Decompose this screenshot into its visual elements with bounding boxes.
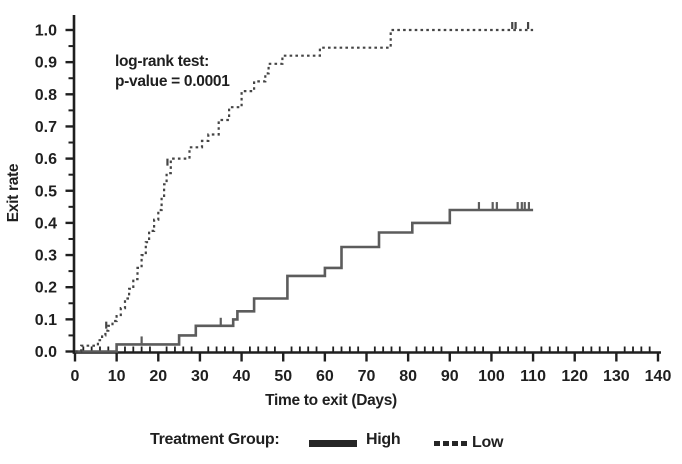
legend-solid-line-swatch [309, 440, 357, 447]
x-tick-label: 70 [358, 368, 376, 385]
x-tick-label: 60 [316, 368, 334, 385]
x-tick-label: 40 [233, 368, 251, 385]
log-rank-annotation: log-rank test: p-value = 0.0001 [115, 52, 230, 92]
x-tick-label: 120 [561, 368, 588, 385]
y-tick-label: 0.9 [35, 55, 57, 72]
low-curve [75, 28, 534, 353]
y-tick-label: 0.5 [35, 183, 57, 200]
legend-title: Treatment Group: [150, 431, 280, 448]
x-tick-label: 50 [274, 368, 292, 385]
x-axis-title: Time to exit (Days) [265, 392, 397, 409]
y-tick-label: 0.7 [35, 119, 57, 136]
legend-dashed-line-swatch [434, 441, 468, 446]
x-tick-label: 130 [603, 368, 630, 385]
y-tick-label: 0.1 [35, 312, 57, 329]
x-tick-label: 100 [478, 368, 505, 385]
x-tick-label: 110 [520, 368, 546, 385]
x-tick-label: 80 [399, 368, 417, 385]
legend-label-low: Low [472, 434, 504, 451]
x-tick-label: 0 [71, 368, 80, 385]
y-tick-label: 0.4 [35, 215, 57, 232]
y-tick-label: 0.0 [35, 344, 57, 361]
legend-label-high: High [366, 431, 401, 448]
y-tick-label: 1.0 [35, 23, 57, 40]
y-tick-label: 0.8 [35, 87, 57, 104]
y-tick-label: 0.6 [35, 151, 57, 168]
high-curve [75, 208, 534, 353]
x-tick-label: 90 [441, 368, 459, 385]
x-tick-label: 30 [191, 368, 209, 385]
annotation-line-1: log-rank test: [115, 53, 209, 70]
x-tick-label: 140 [645, 368, 672, 385]
x-tick-label: 20 [149, 368, 167, 385]
y-tick-label: 0.3 [35, 248, 57, 265]
y-tick-label: 0.2 [35, 280, 57, 297]
x-tick-label: 10 [108, 368, 126, 385]
annotation-line-2: p-value = 0.0001 [115, 73, 230, 90]
y-axis-title: Exit rate [5, 163, 22, 223]
